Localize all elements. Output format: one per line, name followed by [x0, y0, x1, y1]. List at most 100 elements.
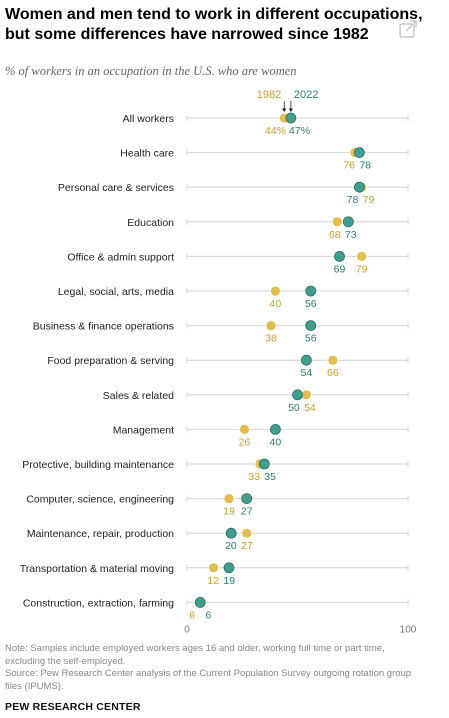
- dot-2022: [223, 562, 235, 574]
- dot-2022: [194, 597, 206, 608]
- value-label-2022: 47%: [289, 125, 310, 137]
- dot-1982: [331, 216, 343, 228]
- dot-2022: [305, 285, 317, 297]
- category-label: Personal care & services: [58, 182, 174, 194]
- value-label-1982: 12: [207, 575, 219, 587]
- value-label-1982: 27: [241, 540, 253, 552]
- chart-subtitle: % of workers in an occupation in the U.S…: [5, 64, 297, 78]
- dot-2022: [305, 320, 317, 332]
- chart-notes: Note: Samples include employed workers a…: [5, 643, 425, 693]
- dot-2022: [342, 216, 354, 228]
- dot-2022: [353, 181, 365, 193]
- value-label-1982: 26: [239, 436, 251, 448]
- dot-2022: [334, 250, 345, 262]
- value-label-2022: 78: [347, 194, 359, 206]
- value-label-2022: 27: [241, 506, 253, 518]
- brand-name: PEW RESEARCH CENTER: [5, 701, 141, 713]
- row-12: Maintenance, repair, production 27 20: [27, 527, 409, 552]
- chart-title: Women and men tend to work in different …: [5, 6, 423, 43]
- source-text: Source: Pew Research Center analysis of …: [5, 668, 412, 692]
- chart-legend: 1982 2022: [257, 89, 318, 112]
- dot-1982: [239, 423, 250, 435]
- row-13: Transportation & material moving 12 19: [20, 562, 409, 587]
- dot-2022: [225, 527, 237, 539]
- value-label-2022: 20: [225, 540, 237, 552]
- row-6: Business & finance operations 38 56: [33, 320, 409, 345]
- category-label: Protective, building maintenance: [22, 459, 174, 471]
- category-label: Health care: [120, 148, 174, 160]
- value-label-2022: 54: [300, 367, 312, 379]
- row-9: Management 26 40: [113, 423, 409, 448]
- dot-2022: [258, 458, 270, 470]
- value-label-2022: 6: [205, 609, 211, 621]
- value-label-2022: 56: [305, 298, 317, 310]
- category-label: Construction, extraction, farming: [23, 597, 174, 609]
- value-label-2022: 56: [305, 333, 317, 345]
- dot-2022: [292, 389, 303, 401]
- dot-2022: [285, 112, 297, 124]
- dot-2022: [269, 423, 281, 435]
- x-tick-label-0: 0: [184, 624, 190, 635]
- value-label-1982: 79: [363, 194, 375, 206]
- dot-1982: [223, 493, 235, 505]
- value-label-1982: 6: [189, 609, 195, 621]
- category-label: Maintenance, repair, production: [27, 528, 174, 540]
- row-4: Office & admin support 79 69: [67, 250, 409, 275]
- category-label: Sales & related: [103, 390, 174, 402]
- value-label-1982: 40: [270, 298, 282, 310]
- row-5: Legal, social, arts, media 40 56: [58, 285, 409, 310]
- category-label: Transportation & material moving: [20, 563, 174, 575]
- note-text: Note: Samples include employed workers a…: [5, 643, 385, 667]
- row-14: Construction, extraction, farming 6 6: [23, 597, 409, 621]
- dot-1982: [356, 250, 367, 262]
- value-label-1982: 33: [248, 471, 260, 483]
- value-label-1982: 54: [304, 402, 316, 414]
- dot-1982: [241, 527, 253, 539]
- value-label-1982: 19: [223, 506, 235, 518]
- value-label-2022: 73: [345, 229, 357, 241]
- category-label: All workers: [123, 113, 174, 125]
- category-label: Computer, science, engineering: [26, 494, 174, 506]
- category-label: Business & finance operations: [33, 321, 174, 333]
- category-label: Education: [127, 217, 174, 229]
- dot-2022: [300, 354, 312, 366]
- legend-label-1982: 1982: [257, 89, 281, 101]
- row-0: All workers 44% 47%: [123, 112, 409, 137]
- row-7: Food preparation & serving 66 54: [47, 354, 409, 379]
- row-8: Sales & related 54 50: [103, 389, 409, 414]
- dot-1982: [327, 354, 339, 366]
- value-label-2022: 50: [288, 402, 300, 414]
- dot-2022: [353, 147, 365, 158]
- row-3: Education 68 73: [127, 216, 409, 241]
- value-label-1982: 38: [265, 333, 277, 345]
- value-label-1982: 68: [329, 229, 341, 241]
- value-label-2022: 78: [359, 160, 371, 172]
- share-icon[interactable]: [397, 18, 419, 40]
- row-11: Computer, science, engineering 19 27: [26, 493, 409, 518]
- value-label-1982: 79: [356, 263, 368, 275]
- value-label-2022: 19: [223, 575, 235, 587]
- value-label-1982: 76: [343, 160, 355, 172]
- dot-1982: [208, 562, 219, 574]
- dot-1982: [269, 285, 281, 297]
- category-label: Legal, social, arts, media: [58, 286, 174, 298]
- value-label-1982: 44%: [265, 125, 286, 137]
- row-2: Personal care & services 79 78: [58, 181, 409, 206]
- x-axis: 0 100: [184, 624, 417, 635]
- row-1: Health care 76 78: [120, 147, 409, 172]
- legend-pointer-arrow: [282, 108, 287, 112]
- category-label: Management: [113, 424, 174, 436]
- value-label-2022: 40: [270, 436, 282, 448]
- x-tick-label-100: 100: [400, 624, 417, 635]
- value-label-2022: 35: [264, 471, 276, 483]
- legend-label-2022: 2022: [294, 89, 318, 101]
- value-label-1982: 66: [327, 367, 339, 379]
- row-10: Protective, building maintenance 33 35: [22, 458, 409, 483]
- category-label: Food preparation & serving: [47, 355, 174, 367]
- legend-pointer-arrow: [288, 108, 294, 112]
- dot-1982: [265, 320, 277, 332]
- value-label-2022: 69: [334, 263, 346, 275]
- dot-2022: [241, 493, 253, 505]
